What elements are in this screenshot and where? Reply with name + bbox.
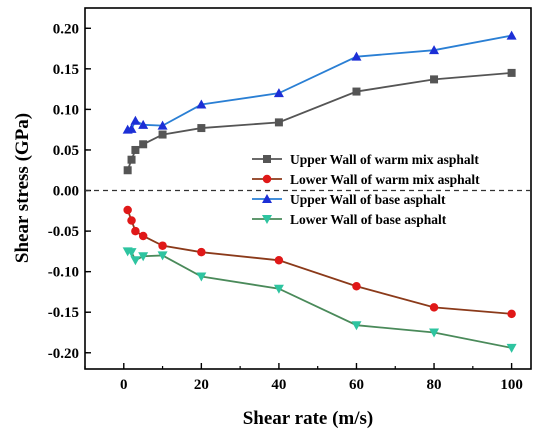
legend-label: Lower Wall of warm mix asphalt: [290, 172, 480, 187]
legend-label: Upper Wall of base asphalt: [290, 192, 446, 207]
data-point: [126, 248, 137, 258]
data-point: [138, 231, 148, 241]
data-point: [196, 272, 207, 282]
series-4: [122, 247, 517, 353]
data-point: [273, 88, 284, 98]
series-line: [127, 34, 512, 131]
series-3: [122, 30, 517, 134]
y-tick-label: -0.20: [48, 346, 79, 362]
data-point: [352, 282, 361, 291]
series-1: [123, 68, 516, 175]
y-tick-label: -0.10: [48, 265, 79, 281]
data-point: [131, 145, 140, 154]
data-point: [138, 252, 149, 262]
data-point: [196, 99, 207, 109]
legend-item: Lower Wall of base asphalt: [252, 212, 447, 227]
y-tick-label: 0.00: [53, 184, 79, 200]
plot-frame: [84, 7, 532, 370]
data-point: [429, 45, 440, 55]
series-line: [126, 72, 512, 171]
legend-item: Upper Wall of warm mix asphalt: [252, 152, 479, 167]
data-point: [158, 130, 167, 139]
series-line: [127, 250, 512, 349]
data-point: [506, 30, 517, 40]
x-tick-label: 40: [271, 377, 286, 393]
data-point: [197, 247, 206, 257]
data-point: [131, 226, 140, 236]
series-2: [123, 205, 516, 319]
data-point: [123, 166, 132, 175]
data-point: [127, 155, 136, 164]
data-point: [262, 194, 272, 203]
data-point: [126, 123, 137, 133]
data-point: [507, 68, 516, 77]
legend-item: Upper Wall of base asphalt: [252, 192, 446, 207]
data-point: [274, 118, 283, 127]
data-point: [263, 155, 271, 163]
y-tick-label: -0.15: [48, 305, 79, 321]
series-line: [126, 209, 512, 315]
data-point: [157, 120, 168, 130]
data-point: [274, 256, 284, 265]
x-axis-title: Shear rate (m/s): [243, 408, 374, 429]
y-tick-label: 0.10: [53, 102, 79, 118]
data-point: [138, 119, 149, 129]
y-axis-title: Shear stress (GPa): [12, 113, 33, 263]
y-tick-label: 0.05: [53, 143, 79, 159]
x-tick-label: 0: [120, 377, 128, 393]
axes: 0 20 40 60 80 100 -0.20 -0.15 -0.10 -0.05 0.00 0.05…: [48, 21, 531, 393]
data-point: [127, 216, 136, 225]
y-tick-label: 0.15: [53, 62, 79, 78]
x-tick-label: 100: [500, 377, 523, 393]
data-point: [352, 87, 361, 96]
data-point: [273, 284, 284, 294]
y-tick-label: -0.05: [48, 224, 79, 240]
legend-label: Lower Wall of base asphalt: [290, 212, 447, 227]
y-tick-label: 0.20: [53, 21, 79, 37]
legend-label: Upper Wall of warm mix asphalt: [290, 152, 479, 167]
legend: Upper Wall of warm mix asphalt Lower Wall…: [252, 152, 480, 227]
data-point: [157, 251, 168, 261]
data-point: [430, 75, 439, 84]
data-point: [262, 174, 272, 184]
data-point: [130, 115, 141, 125]
data-point: [351, 51, 362, 61]
x-tick-label: 60: [349, 377, 364, 393]
data-point: [139, 140, 148, 149]
legend-item: Lower Wall of warm mix asphalt: [252, 172, 480, 187]
x-tick-label: 80: [427, 377, 442, 393]
data-point: [429, 328, 440, 338]
x-tick-label: 20: [194, 377, 209, 393]
data-point: [197, 124, 206, 133]
data-point: [507, 309, 516, 319]
series-layer: [122, 30, 517, 353]
data-point: [130, 256, 141, 266]
data-point: [262, 215, 272, 224]
data-point: [506, 343, 517, 353]
data-point: [158, 241, 167, 250]
data-point: [351, 321, 362, 331]
data-point: [429, 303, 439, 312]
data-point: [123, 205, 132, 215]
